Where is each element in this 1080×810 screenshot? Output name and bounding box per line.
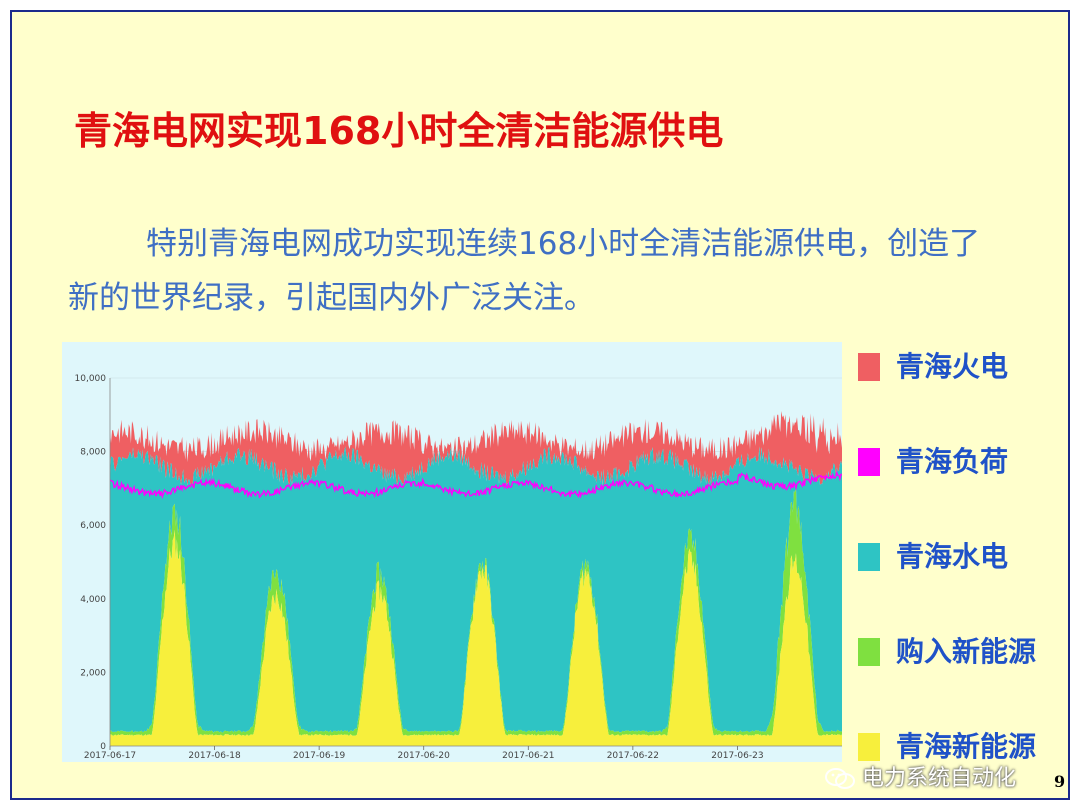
- x-tick-label: 2017-06-20: [398, 751, 451, 761]
- series-area-local-renewable: [110, 529, 842, 746]
- slide-paragraph: 特别青海电网成功实现连续168小时全清洁能源供电，创造了新的世界纪录，引起国内外…: [68, 226, 981, 316]
- x-tick-label: 2017-06-18: [188, 751, 241, 761]
- legend-item-purchased-renewable: 购入新能源: [854, 632, 1074, 672]
- legend-item-local-renewable: 青海新能源: [854, 727, 1074, 767]
- slide: 青海电网实现168小时全清洁能源供电 特别青海电网成功实现连续168小时全清洁能…: [10, 10, 1070, 800]
- chart-area: 0 2,000 4,000 6,000 8,000 10,000 2017-06-17 201…: [62, 342, 842, 762]
- legend-label-thermal: 青海火电: [896, 350, 1009, 383]
- x-tick-label: 2017-06-17: [84, 751, 136, 761]
- legend-swatch-thermal: [858, 353, 880, 381]
- x-tick-label: 2017-06-22: [607, 751, 659, 761]
- legend-label-hydro: 青海水电: [896, 540, 1009, 573]
- series-area-hydro: [110, 446, 842, 733]
- x-tick-label: 2017-06-23: [711, 751, 763, 761]
- legend-label-purchased-renewable: 购入新能源: [896, 635, 1037, 668]
- y-tick-label: 4,000: [80, 595, 106, 605]
- x-tick-label: 2017-06-21: [502, 751, 554, 761]
- watermark-text: 电力系统自动化: [862, 766, 1017, 791]
- wechat-icon: [825, 768, 855, 789]
- slide-title: 青海电网实现168小时全清洁能源供电: [74, 109, 724, 153]
- y-tick-label: 10,000: [75, 374, 107, 384]
- legend-label-load: 青海负荷: [896, 445, 1009, 478]
- series-line-load: [110, 469, 842, 500]
- series-area-thermal: [110, 411, 842, 487]
- legend-swatch-purchased-renewable: [858, 638, 880, 666]
- y-tick-label: 0: [100, 742, 106, 752]
- legend-item-load: 青海负荷: [854, 442, 1074, 482]
- legend-swatch-load: [858, 448, 880, 476]
- y-tick-label: 2,000: [80, 668, 106, 678]
- legend-swatch-hydro: [858, 543, 880, 571]
- y-tick-label: 8,000: [80, 448, 106, 458]
- stacked-area-chart: 0 2,000 4,000 6,000 8,000 10,000 2017-06-17 201…: [75, 374, 842, 761]
- page-number: 9: [1054, 772, 1066, 791]
- y-tick-label: 6,000: [80, 521, 106, 531]
- legend-swatch-local-renewable: [858, 733, 880, 761]
- legend-item-thermal: 青海火电: [854, 347, 1074, 387]
- legend-item-hydro: 青海水电: [854, 537, 1074, 577]
- legend-label-local-renewable: 青海新能源: [896, 730, 1037, 763]
- x-tick-label: 2017-06-19: [293, 751, 346, 761]
- wechat-watermark: 电力系统自动化: [824, 760, 1016, 792]
